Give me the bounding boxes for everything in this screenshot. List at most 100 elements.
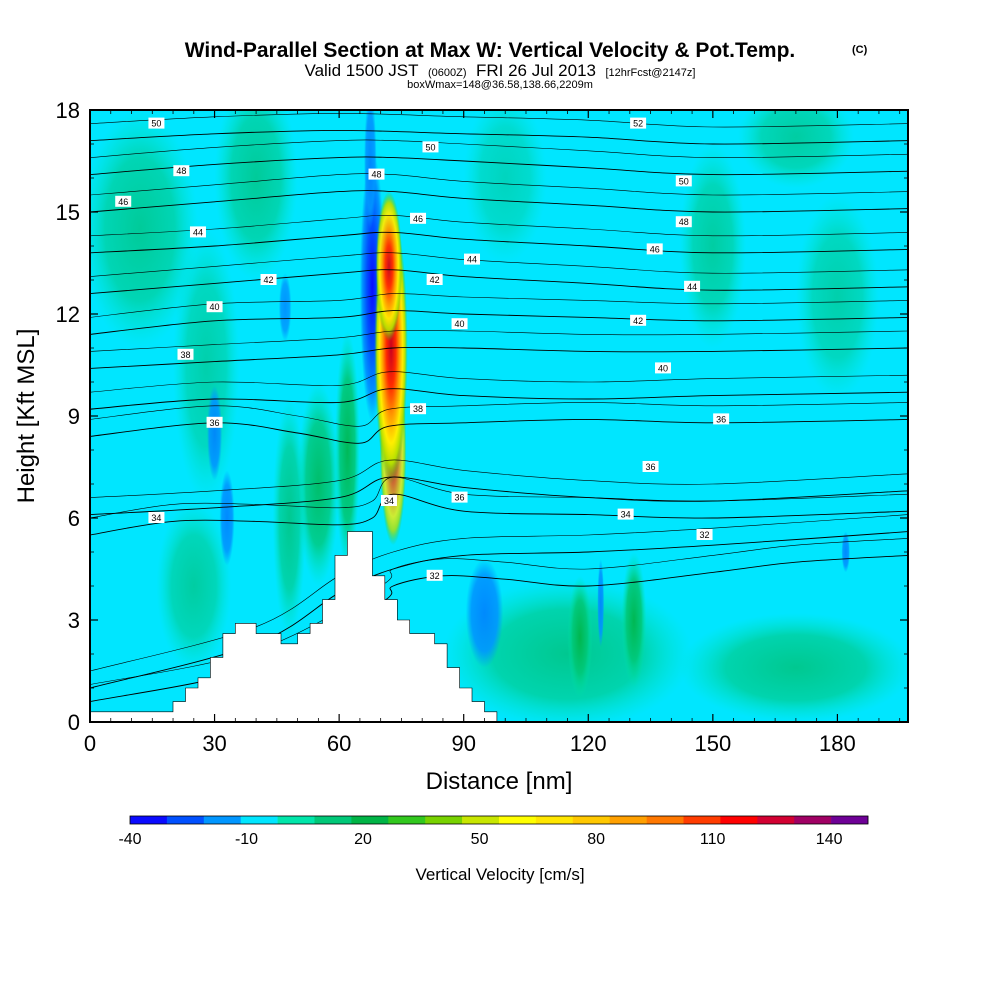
- theta-contour-50: [90, 129, 908, 145]
- colorbar-swatch: [130, 816, 168, 824]
- colorbar-swatch: [203, 816, 241, 824]
- theta-contour-minor: [90, 476, 908, 519]
- contour-label: 40: [655, 362, 672, 374]
- contour-label-text: 44: [687, 282, 697, 292]
- theta-contour-minor: [90, 330, 908, 352]
- x-tick-label: 150: [694, 731, 731, 756]
- contour-label: 44: [684, 280, 701, 292]
- x-tick-label: 90: [451, 731, 475, 756]
- x-tick-label: 120: [570, 731, 607, 756]
- contour-label: 44: [189, 226, 206, 238]
- velocity-region: [297, 382, 340, 586]
- velocity-region: [278, 273, 292, 342]
- contour-label: 48: [173, 165, 190, 177]
- subtitle-forecast: [12hrFcst@2147z]: [605, 67, 695, 79]
- contour-label-text: 36: [455, 493, 465, 503]
- contour-label-text: 44: [467, 255, 477, 265]
- colorbar-tick-label: 110: [700, 831, 726, 848]
- contour-label-text: 36: [210, 418, 220, 428]
- colorbar-label: Vertical Velocity [cm/s]: [415, 865, 584, 884]
- velocity-region: [463, 110, 547, 263]
- x-axis: 0 30 60 90 120 150 180: [84, 110, 901, 756]
- colorbar-swatch: [683, 816, 721, 824]
- contour-label: 44: [464, 253, 481, 265]
- contour-label: 38: [177, 348, 194, 360]
- contour-label-text: 34: [621, 510, 631, 520]
- theta-contour-minor: [90, 252, 908, 277]
- colorbar-swatch: [609, 816, 647, 824]
- contour-label: 46: [410, 212, 427, 224]
- theta-contour-minor: [90, 173, 908, 196]
- contour-label-text: 46: [413, 214, 423, 224]
- contour-label-text: 48: [176, 166, 186, 176]
- colorbar-swatch: [314, 816, 352, 824]
- contour-label-text: 42: [633, 316, 643, 326]
- contour-label: 38: [410, 403, 427, 415]
- chart-title-tag: (C): [852, 44, 868, 56]
- theta-contour-44: [90, 231, 908, 254]
- contour-label-text: 50: [679, 176, 689, 186]
- velocity-region: [567, 575, 593, 699]
- contour-label: 36: [642, 461, 659, 472]
- subtitle-date: FRI 26 Jul 2013: [476, 61, 596, 80]
- contour-label-text: 42: [264, 275, 274, 285]
- colorbar-swatch: [794, 816, 832, 824]
- contour-label: 36: [206, 416, 223, 428]
- contour-label-text: 46: [650, 244, 660, 254]
- colorbar-tick-label: -40: [118, 831, 141, 848]
- colorbar-swatch: [535, 816, 574, 824]
- contour-label-text: 46: [118, 197, 128, 207]
- contour-label: 50: [422, 141, 439, 153]
- contour-label-text: 40: [210, 302, 220, 312]
- colorbar-tick-label: 20: [354, 831, 372, 848]
- theta-contour-38: [90, 346, 908, 369]
- theta-contour-34: [90, 493, 908, 536]
- chart-subtitle: Valid 1500 JST (0600Z) FRI 26 Jul 2013 […: [305, 61, 696, 80]
- contour-label: 34: [617, 508, 634, 520]
- velocity-region: [621, 552, 647, 688]
- contour-label-text: 36: [716, 414, 726, 424]
- colorbar-tick-label: -10: [235, 831, 258, 848]
- contour-label: 42: [260, 274, 277, 285]
- contour-label: 34: [148, 512, 165, 523]
- colorbar-tick-label: 50: [471, 831, 489, 848]
- contour-label: 46: [646, 243, 663, 255]
- plot-area: 50 52 50 48 48 50 46 46 48 44 46 44 42 42 44 40 42 40 38 40…: [90, 110, 908, 722]
- contour-label-text: 52: [633, 119, 643, 129]
- colorbar-swatch: [462, 816, 500, 824]
- contour-label: 32: [696, 529, 713, 540]
- colorbar-swatch: [572, 816, 610, 824]
- velocity-region: [334, 331, 360, 569]
- x-tick-label: 60: [327, 731, 351, 756]
- y-tick-label: 9: [68, 404, 80, 429]
- colorbar-swatch: [351, 816, 389, 824]
- velocity-region: [679, 613, 908, 722]
- colorbar-swatch: [720, 816, 758, 824]
- theta-contour-36: [90, 418, 908, 444]
- contour-label: 36: [713, 413, 730, 425]
- contour-label-text: 34: [151, 513, 161, 523]
- velocity-region: [737, 110, 855, 189]
- y-tick-label: 6: [68, 506, 80, 531]
- chart-title: Wind-Parallel Section at Max W: Vertical…: [185, 39, 796, 62]
- x-tick-label: 0: [84, 731, 96, 756]
- contour-label-text: 44: [193, 227, 203, 237]
- velocity-region: [90, 110, 198, 348]
- velocity-region: [597, 558, 605, 648]
- subtitle-utc: (0600Z): [428, 67, 467, 79]
- y-tick-label: 15: [56, 200, 80, 225]
- velocity-region: [214, 110, 298, 280]
- theta-contour-40: [90, 310, 908, 335]
- theta-contour-minor: [90, 371, 908, 393]
- colorbar: -40 -10 20 50 80 110 140: [118, 815, 869, 848]
- contour-label-text: 48: [679, 217, 689, 227]
- y-tick-label: 18: [56, 98, 80, 123]
- contour-label-text: 32: [430, 571, 440, 581]
- velocity-region: [207, 385, 223, 481]
- subtitle-valid: Valid 1500 JST: [305, 61, 419, 80]
- colorbar-swatch: [831, 816, 869, 824]
- contour-label-text: 40: [658, 363, 668, 373]
- contour-label: 50: [148, 117, 165, 129]
